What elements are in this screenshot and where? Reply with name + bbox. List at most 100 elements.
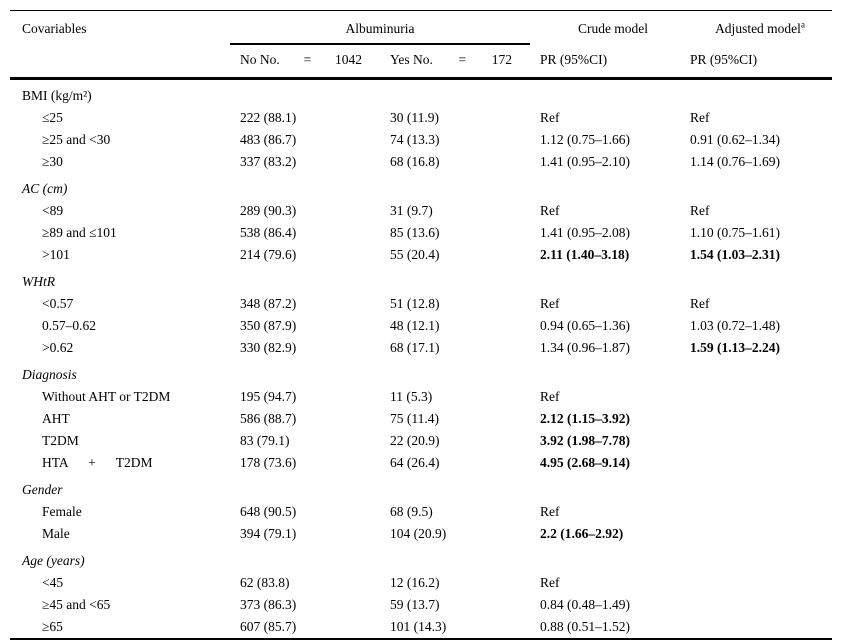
- cell-adjusted-pr: [688, 452, 832, 474]
- cell-yes-albuminuria: 59 (13.7): [390, 597, 440, 612]
- cell-adjusted-pr: Ref: [690, 110, 710, 125]
- cell-yes-albuminuria: 11 (5.3): [390, 389, 433, 404]
- cell-yes-albuminuria: 104 (20.9): [390, 526, 447, 541]
- cell-yes-albuminuria: 48 (12.1): [390, 318, 440, 333]
- data-row: ≥25 and <30 483 (86.7) 74 (13.3) 1.12 (0.75…: [10, 129, 832, 151]
- cell-crude-pr: 1.41 (0.95–2.08): [540, 225, 630, 240]
- data-row: ≥30 337 (83.2) 68 (16.8) 1.41 (0.95–2.10) 1.…: [10, 151, 832, 173]
- data-row: <45 62 (83.8) 12 (16.2) Ref: [10, 572, 832, 594]
- cell-adjusted-pr: [688, 523, 832, 545]
- row-label: <0.57: [42, 296, 74, 311]
- cell-adjusted-pr: [688, 572, 832, 594]
- section-header-row: AC (cm): [10, 173, 832, 200]
- crude-model-label: Crude model: [577, 21, 649, 36]
- cell-adjusted-pr: Ref: [690, 203, 710, 218]
- table-body: BMI (kg/m²) ≤25 222 (88.1) 30 (11.9) Ref Ref ≥…: [10, 79, 832, 640]
- cell-no-albuminuria: 586 (88.7): [240, 411, 297, 426]
- cell-adjusted-pr: [688, 386, 832, 408]
- data-row: AHT 586 (88.7) 75 (11.4) 2.12 (1.15–3.92): [10, 408, 832, 430]
- row-label: ≥25 and <30: [42, 132, 111, 147]
- row-label: ≥45 and <65: [42, 597, 111, 612]
- row-label: <45: [42, 575, 64, 590]
- section-label: AC (cm): [22, 181, 68, 196]
- cell-adjusted-pr: [688, 408, 832, 430]
- data-row: ≥89 and ≤101 538 (86.4) 85 (13.6) 1.41 (0.9…: [10, 222, 832, 244]
- no-count-group: No No. = 1042: [240, 52, 362, 68]
- no-count: 1042: [335, 52, 362, 67]
- cell-adjusted-pr: [688, 430, 832, 452]
- adjusted-model-text: Adjusted model: [715, 21, 801, 36]
- adjusted-model-label: Adjusted modela: [688, 20, 832, 37]
- data-row: Male 394 (79.1) 104 (20.9) 2.2 (1.66–2.92): [10, 523, 832, 545]
- yes-count-group: Yes No. = 172: [390, 52, 512, 68]
- row-label: <89: [42, 203, 64, 218]
- data-row: <89 289 (90.3) 31 (9.7) Ref Ref: [10, 200, 832, 222]
- data-row: ≥65 607 (85.7) 101 (14.3) 0.88 (0.51–1.52): [10, 616, 832, 639]
- cell-no-albuminuria: 648 (90.5): [240, 504, 297, 519]
- section-label: WHtR: [22, 274, 55, 289]
- cell-crude-pr: 0.88 (0.51–1.52): [540, 619, 630, 634]
- section-label: Gender: [22, 482, 63, 497]
- section-label: Diagnosis: [22, 367, 77, 382]
- cell-crude-pr: 2.12 (1.15–3.92): [540, 411, 630, 426]
- cell-crude-pr: 2.2 (1.66–2.92): [540, 526, 624, 541]
- albuminuria-table: Covariables Albuminuria Crude model Adju…: [10, 10, 832, 640]
- column-header-yes: Yes No. = 172: [385, 45, 538, 79]
- cell-no-albuminuria: 214 (79.6): [240, 247, 297, 262]
- data-row: Without AHT or T2DM 195 (94.7) 11 (5.3) Ref: [10, 386, 832, 408]
- section-header-row: Gender: [10, 474, 832, 501]
- cell-adjusted-pr: 1.54 (1.03–2.31): [690, 247, 780, 262]
- column-header-crude-model: Crude model: [538, 11, 688, 46]
- cell-no-albuminuria: 330 (82.9): [240, 340, 297, 355]
- column-header-covariables: Covariables: [22, 21, 87, 36]
- cell-no-albuminuria: 373 (86.3): [240, 597, 297, 612]
- cell-no-albuminuria: 62 (83.8): [240, 575, 290, 590]
- data-row: ≥45 and <65 373 (86.3) 59 (13.7) 0.84 (0.48…: [10, 594, 832, 616]
- yes-label: Yes No.: [390, 52, 433, 67]
- data-row: >101 214 (79.6) 55 (20.4) 2.11 (1.40–3.18) 1…: [10, 244, 832, 266]
- data-row: >0.62 330 (82.9) 68 (17.1) 1.34 (0.96–1.87)…: [10, 337, 832, 359]
- cell-yes-albuminuria: 68 (16.8): [390, 154, 440, 169]
- cell-crude-pr: 2.11 (1.40–3.18): [540, 247, 630, 262]
- cell-adjusted-pr: 1.59 (1.13–2.24): [690, 340, 780, 355]
- column-header-adjusted-pr: PR (95%CI): [690, 52, 758, 67]
- cell-adjusted-pr: [688, 616, 832, 639]
- cell-no-albuminuria: 607 (85.7): [240, 619, 297, 634]
- cell-adjusted-pr: 0.91 (0.62–1.34): [690, 132, 780, 147]
- data-row: Female 648 (90.5) 68 (9.5) Ref: [10, 501, 832, 523]
- row-label: Female: [42, 504, 82, 519]
- cell-crude-pr: 1.41 (0.95–2.10): [540, 154, 630, 169]
- cell-crude-pr: 0.94 (0.65–1.36): [540, 318, 630, 333]
- column-header-adjusted-model: Adjusted modela: [688, 11, 832, 46]
- cell-no-albuminuria: 289 (90.3): [240, 203, 297, 218]
- cell-adjusted-pr: 1.03 (0.72–1.48): [690, 318, 780, 333]
- cell-yes-albuminuria: 68 (9.5): [390, 504, 433, 519]
- cell-yes-albuminuria: 55 (20.4): [390, 247, 440, 262]
- row-label: Without AHT or T2DM: [42, 389, 171, 404]
- data-row: <0.57 348 (87.2) 51 (12.8) Ref Ref: [10, 293, 832, 315]
- cell-no-albuminuria: 394 (79.1): [240, 526, 297, 541]
- cell-no-albuminuria: 83 (79.1): [240, 433, 290, 448]
- cell-adjusted-pr: [688, 594, 832, 616]
- column-header-no: No No. = 1042: [230, 45, 385, 79]
- section-header-row: Diagnosis: [10, 359, 832, 386]
- data-row: T2DM 83 (79.1) 22 (20.9) 3.92 (1.98–7.78): [10, 430, 832, 452]
- cell-no-albuminuria: 350 (87.9): [240, 318, 297, 333]
- cell-crude-pr: 4.95 (2.68–9.14): [540, 455, 630, 470]
- cell-no-albuminuria: 178 (73.6): [240, 455, 297, 470]
- cell-crude-pr: 3.92 (1.98–7.78): [540, 433, 630, 448]
- cell-yes-albuminuria: 74 (13.3): [390, 132, 440, 147]
- paper-sheet: Covariables Albuminuria Crude model Adju…: [10, 10, 832, 640]
- cell-yes-albuminuria: 30 (11.9): [390, 110, 439, 125]
- row-label: ≥89 and ≤101: [42, 225, 117, 240]
- row-label: ≥65: [42, 619, 63, 634]
- no-equals-sign: =: [303, 52, 312, 67]
- header-row-2: No No. = 1042 Yes No. = 172 PR (95%CI) P…: [10, 45, 832, 79]
- cell-crude-pr: Ref: [540, 296, 560, 311]
- row-label: Male: [42, 526, 70, 541]
- cell-no-albuminuria: 483 (86.7): [240, 132, 297, 147]
- cell-adjusted-pr: [688, 501, 832, 523]
- section-label: BMI (kg/m²): [22, 88, 92, 103]
- column-header-crude-pr: PR (95%CI): [540, 52, 608, 67]
- section-header-row: BMI (kg/m²): [10, 79, 832, 108]
